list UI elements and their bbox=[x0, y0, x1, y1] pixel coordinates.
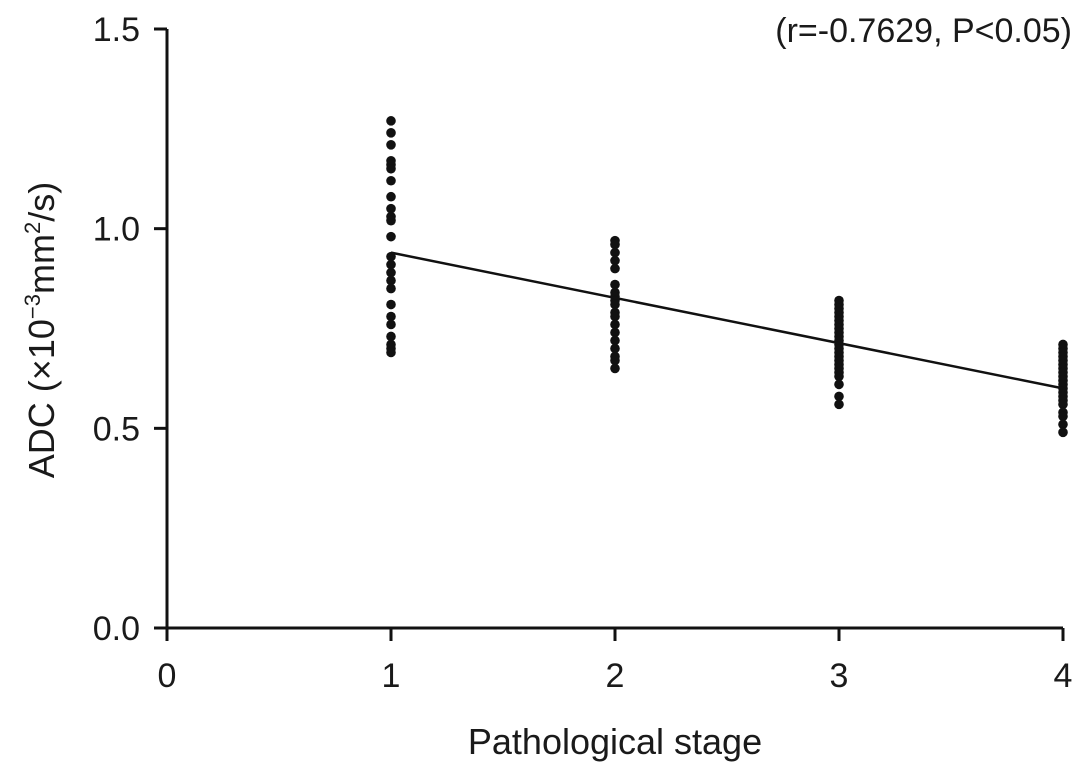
points-layer bbox=[386, 116, 1068, 438]
y-axis-title-exp: −3 bbox=[20, 294, 45, 319]
y-axis-title-unit: mm bbox=[21, 234, 62, 294]
data-point bbox=[610, 355, 620, 366]
data-point bbox=[610, 279, 620, 290]
data-point bbox=[610, 239, 620, 250]
data-point bbox=[386, 203, 396, 214]
data-point bbox=[610, 299, 620, 310]
data-point bbox=[386, 267, 396, 278]
trend-layer bbox=[390, 251, 1064, 390]
ticks-layer: 0 1 2 3 4 0.0 0.5 1.0 1.5 bbox=[93, 11, 1073, 695]
data-point bbox=[386, 331, 396, 342]
y-tick-label: 1.0 bbox=[93, 211, 140, 249]
data-point bbox=[610, 335, 620, 346]
x-tick-label: 3 bbox=[830, 657, 849, 695]
regression-line bbox=[390, 251, 1064, 390]
data-point bbox=[610, 343, 620, 354]
data-point bbox=[834, 371, 844, 382]
data-point bbox=[386, 259, 396, 270]
data-point bbox=[1058, 427, 1068, 438]
x-tick-label: 1 bbox=[382, 657, 401, 695]
data-point bbox=[386, 283, 396, 294]
y-tick-label: 1.5 bbox=[93, 11, 140, 49]
data-point bbox=[386, 191, 396, 202]
data-point bbox=[610, 327, 620, 338]
x-axis-title: Pathological stage bbox=[468, 721, 762, 762]
data-point bbox=[386, 311, 396, 322]
data-point bbox=[386, 140, 396, 150]
data-point bbox=[386, 299, 396, 310]
data-point bbox=[610, 363, 620, 374]
data-point bbox=[386, 116, 396, 126]
data-point bbox=[834, 379, 844, 390]
x-tick-label: 0 bbox=[158, 657, 177, 695]
x-tick-label: 4 bbox=[1054, 657, 1073, 695]
y-tick-label: 0.5 bbox=[93, 410, 140, 448]
y-tick-label: 0.0 bbox=[93, 610, 140, 648]
data-point bbox=[1058, 399, 1068, 410]
y-axis-title-unit-exp: 2 bbox=[20, 222, 45, 234]
x-tick-label: 2 bbox=[606, 657, 625, 695]
data-point bbox=[1058, 419, 1068, 430]
data-point bbox=[610, 263, 620, 274]
y-axis-title-end: /s) bbox=[21, 182, 62, 222]
data-point bbox=[610, 311, 620, 322]
y-axis-title: ADC (×10−3mm2/s) bbox=[20, 182, 62, 478]
data-point bbox=[386, 347, 396, 358]
data-point bbox=[610, 247, 620, 258]
data-point bbox=[386, 175, 396, 186]
data-point bbox=[834, 391, 844, 402]
data-point bbox=[610, 319, 620, 330]
data-point bbox=[610, 255, 620, 266]
data-point bbox=[386, 231, 396, 242]
data-point bbox=[386, 319, 396, 330]
data-point bbox=[386, 128, 396, 138]
data-point bbox=[386, 215, 396, 226]
data-point bbox=[834, 399, 844, 410]
data-point bbox=[386, 163, 396, 174]
y-axis-title-main: ADC (×10 bbox=[21, 319, 62, 478]
data-point bbox=[386, 275, 396, 286]
correlation-annotation: (r=-0.7629, P<0.05) bbox=[775, 12, 1072, 50]
data-point bbox=[1058, 411, 1068, 422]
